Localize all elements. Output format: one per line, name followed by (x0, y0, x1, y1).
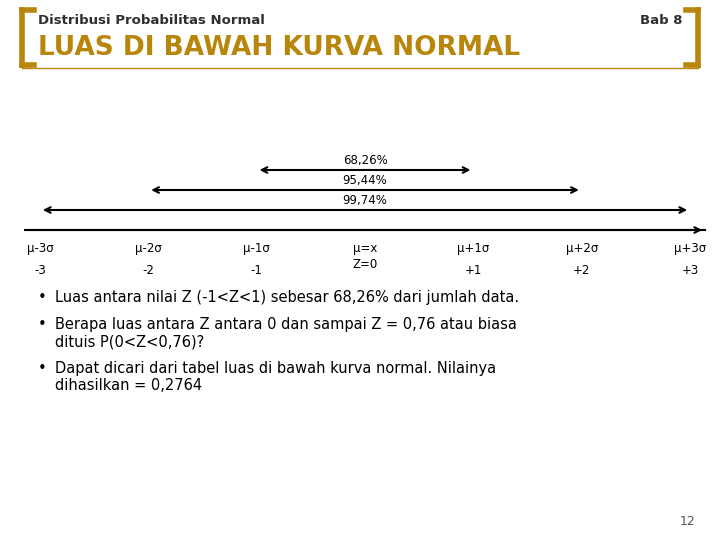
Text: •: • (38, 361, 47, 376)
Text: dituis P(0<Z<0,76)?: dituis P(0<Z<0,76)? (55, 334, 204, 349)
Text: -3: -3 (34, 264, 46, 277)
Text: +3: +3 (681, 264, 698, 277)
Text: μ-1σ: μ-1σ (243, 242, 270, 255)
Text: 99,74%: 99,74% (343, 194, 387, 207)
Text: •: • (38, 290, 47, 305)
Text: μ=x
Z=0: μ=x Z=0 (352, 242, 377, 271)
Text: Berapa luas antara Z antara 0 dan sampai Z = 0,76 atau biasa: Berapa luas antara Z antara 0 dan sampai… (55, 317, 517, 332)
Text: -2: -2 (143, 264, 154, 277)
Text: 68,26%: 68,26% (343, 154, 387, 167)
Text: LUAS DI BAWAH KURVA NORMAL: LUAS DI BAWAH KURVA NORMAL (38, 35, 520, 61)
Text: dihasilkan = 0,2764: dihasilkan = 0,2764 (55, 379, 202, 394)
Text: Distribusi Probabilitas Normal: Distribusi Probabilitas Normal (38, 15, 265, 28)
Text: μ+2σ: μ+2σ (565, 242, 598, 255)
Text: μ+1σ: μ+1σ (457, 242, 490, 255)
Text: Dapat dicari dari tabel luas di bawah kurva normal. Nilainya: Dapat dicari dari tabel luas di bawah ku… (55, 361, 496, 376)
Text: +2: +2 (573, 264, 590, 277)
Text: Luas antara nilai Z (-1<Z<1) sebesar 68,26% dari jumlah data.: Luas antara nilai Z (-1<Z<1) sebesar 68,… (55, 290, 519, 305)
Text: 95,44%: 95,44% (343, 174, 387, 187)
Text: μ+3σ: μ+3σ (674, 242, 706, 255)
Text: -1: -1 (251, 264, 263, 277)
Text: •: • (38, 317, 47, 332)
Text: μ-3σ: μ-3σ (27, 242, 53, 255)
Text: 12: 12 (679, 515, 695, 528)
Text: +1: +1 (464, 264, 482, 277)
Text: Bab 8: Bab 8 (639, 15, 682, 28)
Text: μ-2σ: μ-2σ (135, 242, 162, 255)
